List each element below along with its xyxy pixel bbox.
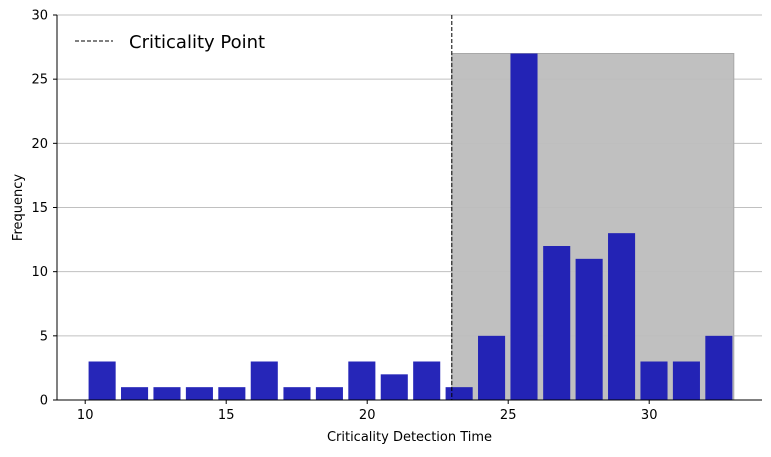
bar-3: [185, 387, 213, 400]
bar-0: [88, 361, 116, 400]
y-tick-label-15: 15: [31, 201, 48, 216]
bar-17: [640, 361, 668, 400]
bar-4: [218, 387, 246, 400]
y-tick-label-5: 5: [40, 329, 48, 344]
bar-8: [348, 361, 376, 400]
x-tick-label-15: 15: [218, 408, 235, 423]
y-tick-label-20: 20: [31, 137, 48, 152]
bar-7: [315, 387, 343, 400]
bar-14: [543, 246, 571, 400]
y-tick-label-30: 30: [31, 9, 48, 24]
bar-5: [250, 361, 278, 400]
y-tick-label-10: 10: [31, 265, 48, 280]
legend: Criticality Point: [75, 32, 265, 53]
bar-19: [705, 335, 733, 400]
y-tick-label-25: 25: [31, 73, 48, 88]
x-tick-label-10: 10: [77, 408, 94, 423]
bar-16: [608, 233, 636, 400]
bar-12: [478, 335, 506, 400]
bar-6: [283, 387, 311, 400]
bar-10: [413, 361, 441, 400]
bar-1: [121, 387, 149, 400]
x-axis-label: Criticality Detection Time: [327, 430, 492, 445]
bar-2: [153, 387, 181, 400]
bar-13: [510, 53, 538, 400]
legend-label-criticality-point: Criticality Point: [129, 32, 265, 53]
bar-18: [672, 361, 700, 400]
x-tick-label-20: 20: [359, 408, 376, 423]
bar-15: [575, 258, 603, 400]
x-tick-label-25: 25: [500, 408, 517, 423]
y-axis-label: Frequency: [11, 174, 26, 241]
x-tick-label-30: 30: [641, 408, 658, 423]
tick-labels: 10 15 20 25 30 0 5 10 15 20 25 30: [31, 9, 657, 424]
bar-11: [445, 387, 473, 400]
bar-9: [380, 374, 408, 400]
y-tick-label-0: 0: [40, 394, 48, 409]
bars: [88, 53, 733, 400]
